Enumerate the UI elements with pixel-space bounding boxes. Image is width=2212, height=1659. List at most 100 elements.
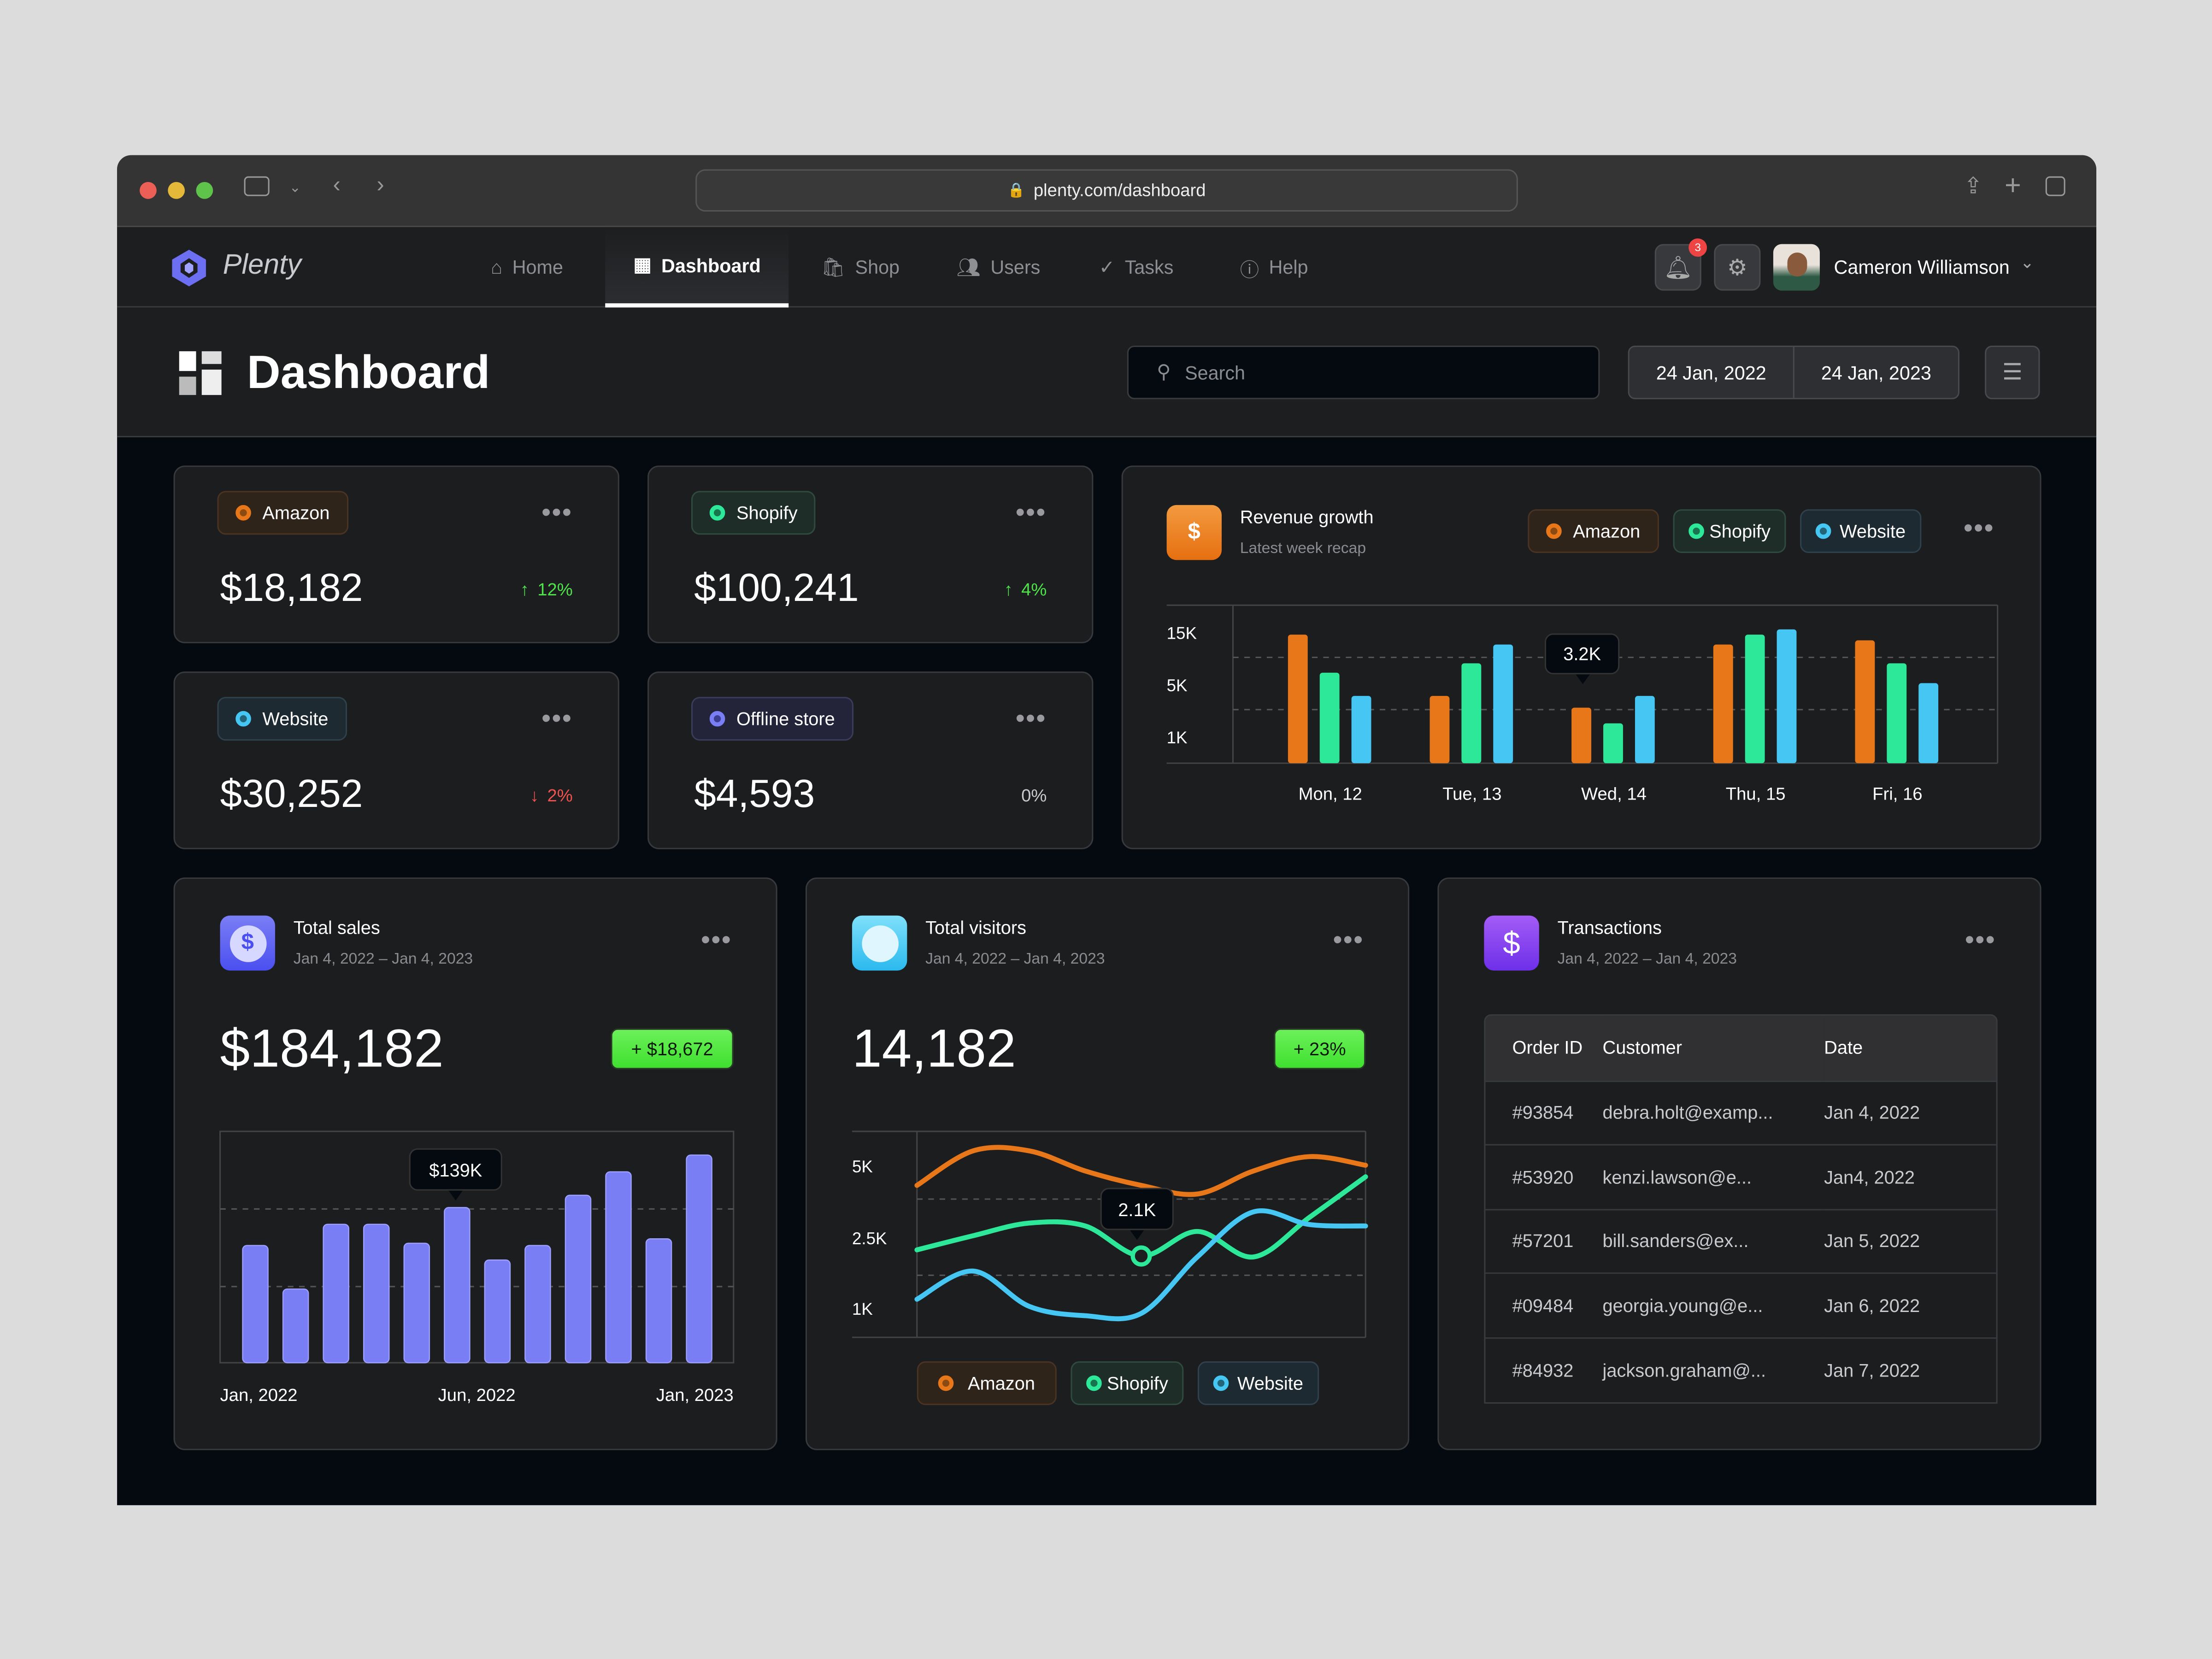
filter-button[interactable]: ☰ [1985,345,2040,400]
user-name[interactable]: Cameron Williamson [1834,257,2010,278]
x-tick-label: Wed, 14 [1581,784,1647,804]
customer-email: jackson.graham@... [1602,1336,1824,1402]
chevron-down-icon[interactable]: ⌄ [2020,252,2035,272]
search-placeholder: Search [1185,362,1246,383]
date-from[interactable]: 24 Jan, 2022 [1630,347,1794,398]
legend-amazon[interactable]: Amazon [1528,509,1659,553]
notifications-button[interactable]: 🔔︎ [1654,244,1701,291]
stat-value: $18,182 [220,565,363,610]
sales-bar [605,1171,632,1364]
table-header: Order ID Customer Date [1485,1016,1996,1081]
more-options-icon[interactable]: ••• [1965,925,1996,954]
bar-shopify [1461,663,1482,764]
total-sales-value: $184,182 [220,1020,444,1079]
sales-bar [686,1154,712,1364]
stat-change: ↓ 2% [530,786,573,806]
nav-dashboard[interactable]: ▦ Dashboard [605,227,789,308]
chevron-down-icon[interactable]: ⌄ [289,180,301,196]
chart-tooltip: 2.1K [1100,1188,1174,1230]
y-tick-label: 5K [1167,676,1188,695]
table-row[interactable]: #57201 bill.sanders@ex... Jan 5, 2022 [1485,1208,1996,1273]
legend-shopify[interactable]: Shopify [1070,1361,1184,1405]
date-range: Jan 4, 2022 – Jan 4, 2023 [1557,951,1737,968]
nav-shop[interactable]: 🛍︎ Shop [821,227,900,307]
source-pill[interactable]: Website [217,697,347,741]
legend-shopify[interactable]: Shopify [1672,509,1786,553]
nav-home[interactable]: ⌂ Home [491,227,563,307]
notification-badge: 3 [1688,238,1707,257]
stat-card-website: Website ••• $30,252 ↓ 2% [173,671,619,849]
customer-email: kenzi.lawson@e... [1602,1144,1824,1209]
address-bar[interactable]: 🔒 plenty.com/dashboard [695,169,1518,212]
more-options-icon[interactable]: ••• [1016,704,1047,732]
search-input[interactable]: ⚲ Search [1127,345,1600,400]
customer-email: georgia.young@e... [1602,1272,1824,1338]
source-pill[interactable]: Shopify [691,491,816,535]
sales-bar [363,1224,390,1364]
card-title: Transactions [1557,917,1662,938]
chart-frame [219,1130,735,1364]
close-window-button[interactable] [140,182,157,199]
legend-website[interactable]: Website [1800,509,1921,553]
table-row[interactable]: #09484 georgia.young@e... Jan 6, 2022 [1485,1272,1996,1338]
website-dot-icon [1816,523,1831,539]
table-row[interactable]: #53920 kenzi.lawson@e... Jan4, 2022 [1485,1144,1996,1209]
y-tick-label: 1K [1167,728,1188,747]
more-options-icon[interactable]: ••• [701,925,732,954]
visitors-legend: Amazon Shopify Website [917,1361,1319,1405]
bar-website [1351,696,1371,764]
total-visitors-card: Total visitors Jan 4, 2022 – Jan 4, 2023… [805,877,1410,1450]
bar-amazon [1571,707,1592,764]
avatar[interactable] [1773,244,1820,291]
bar-amazon [1855,640,1875,764]
arrow-up-icon: ↑ [520,580,529,600]
invoice-icon: $ [1166,505,1222,560]
settings-button[interactable]: ⚙ [1714,244,1761,291]
column-header[interactable]: Order ID [1485,1016,1603,1081]
table-row[interactable]: #93854 debra.holt@examp... Jan 4, 2022 [1485,1080,1996,1145]
card-title: Total sales [293,917,380,938]
table-row[interactable]: #84932 jackson.graham@... Jan 7, 2022 [1485,1336,1996,1402]
change-value: 0% [1021,786,1047,806]
bell-icon: 🔔︎ [1664,256,1693,280]
sales-bar [323,1224,349,1364]
source-pill[interactable]: Amazon [217,491,348,535]
column-header[interactable]: Customer [1602,1016,1824,1081]
tabs-overview-icon[interactable] [2045,176,2065,196]
sales-bar [403,1242,430,1364]
order-id: #09484 [1485,1272,1603,1338]
column-header[interactable]: Date [1824,1016,1996,1081]
card-subtitle: Latest week recap [1240,540,1366,558]
minimize-window-button[interactable] [168,182,185,199]
more-options-icon[interactable]: ••• [1333,925,1364,954]
maximize-window-button[interactable] [196,182,213,199]
dashboard-icon: ▦ [633,254,652,275]
more-options-icon[interactable]: ••• [1016,498,1047,526]
source-pill[interactable]: Offline store [691,697,853,741]
nav-help[interactable]: ⓘ Help [1240,227,1308,307]
nav-users[interactable]: 👥︎ Users [956,227,1040,307]
nav-tasks[interactable]: ✓ Tasks [1099,227,1174,307]
order-date: Jan 7, 2022 [1824,1336,1996,1402]
date-to[interactable]: 24 Jan, 2023 [1821,362,1931,383]
bar-shopify [1887,663,1907,764]
more-options-icon[interactable]: ••• [541,498,573,526]
user-icon [852,915,907,971]
card-title: Revenue growth [1240,506,1374,528]
y-tick-label: 1K [852,1300,873,1318]
more-options-icon[interactable]: ••• [541,704,573,732]
sidebar-toggle-icon[interactable] [244,176,270,196]
legend-website[interactable]: Website [1198,1361,1319,1405]
legend-amazon[interactable]: Amazon [917,1361,1056,1405]
new-tab-icon[interactable]: + [2004,171,2021,202]
share-icon[interactable]: ⇪ [1964,175,1983,199]
nav-label: Dashboard [661,254,761,276]
bar-website [1777,629,1797,764]
chart-tooltip: 3.2K [1545,633,1620,675]
back-icon[interactable]: ‹ [333,173,341,198]
more-options-icon[interactable]: ••• [1964,513,1995,542]
forward-icon[interactable]: › [377,173,384,198]
y-tick-label: 2.5K [852,1229,887,1248]
page-title: Dashboard [247,345,490,398]
x-tick-label: Jan, 2023 [656,1385,734,1405]
